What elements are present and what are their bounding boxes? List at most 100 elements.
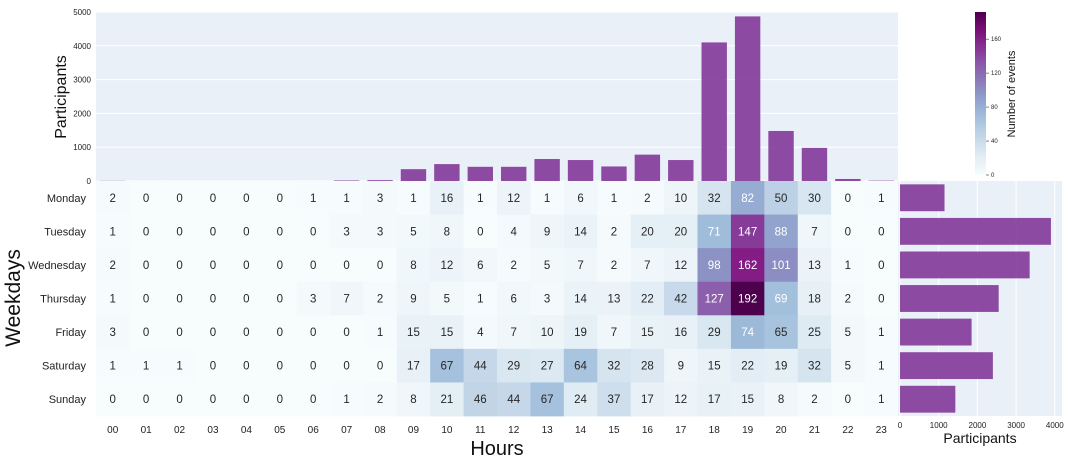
heatmap-cell-label: 64 — [574, 361, 587, 373]
heatmap-cell — [329, 281, 364, 316]
hour-tick-label: 07 — [341, 425, 353, 436]
heatmap-cell — [730, 214, 765, 249]
heatmap-cell-label: 29 — [507, 361, 520, 373]
heatmap-cell — [229, 181, 264, 215]
heatmap-cell-label: 74 — [741, 327, 754, 339]
heatmap-cell-label: 12 — [440, 260, 453, 272]
hour-tick-label: 11 — [475, 425, 486, 436]
colorbar-tick-label: 160 — [991, 37, 1002, 43]
heatmap-cell-label: 9 — [410, 294, 416, 306]
heatmap-cell-label: 0 — [210, 327, 216, 339]
hour-bar — [801, 147, 828, 181]
heatmap-cell-label: 1 — [878, 193, 884, 205]
heatmap-cell — [597, 248, 632, 283]
heatmap-cell — [630, 181, 665, 215]
heatmap-cell-label: 0 — [210, 361, 216, 373]
colorbar-tick-label: 80 — [991, 105, 998, 111]
heatmap-cell — [296, 281, 331, 316]
heatmap-cell — [430, 214, 464, 249]
heatmap-cell-label: 0 — [143, 260, 149, 272]
hour-tick-label: 16 — [642, 425, 654, 436]
heatmap-cell — [463, 181, 498, 215]
heatmap-cell-label: 14 — [574, 226, 587, 238]
weekday-bar — [900, 251, 1030, 279]
heatmap-cell — [296, 348, 331, 383]
heatmap-cell — [196, 281, 231, 316]
heatmap-cell — [764, 248, 799, 283]
hour-tick-label: 03 — [207, 425, 219, 436]
heatmap-cell — [463, 315, 498, 350]
heatmap-cell-label: 1 — [110, 361, 116, 373]
hour-bar — [567, 160, 594, 181]
heatmap-cell — [396, 348, 431, 383]
hour-tick-label: 06 — [308, 425, 320, 436]
hour-tick-label: 15 — [608, 425, 620, 436]
heatmap-cell — [296, 181, 331, 215]
heatmap-cell-label: 0 — [210, 394, 216, 406]
heatmap-cell — [630, 348, 665, 383]
heatmap-cell — [329, 214, 364, 249]
heatmap-cell — [730, 348, 765, 383]
side-x-tick-label: 3000 — [1007, 421, 1025, 430]
heatmap-cell — [664, 181, 698, 215]
heatmap-cell — [864, 382, 899, 417]
heatmap-cell — [396, 382, 431, 417]
heatmap-cell — [864, 281, 899, 316]
weekday-bar — [900, 318, 972, 346]
heatmap-cell-label: 7 — [343, 294, 349, 306]
hour-bar — [634, 154, 661, 181]
heatmap-cell-label: 5 — [444, 294, 450, 306]
heatmap-cell — [497, 315, 531, 350]
hour-tick-label: 18 — [709, 425, 721, 436]
heatmap-cell — [497, 181, 531, 215]
heatmap-cell — [463, 248, 498, 283]
heatmap-cell — [530, 348, 565, 383]
heatmap-cell-label: 5 — [845, 327, 851, 339]
heatmap-cell — [831, 214, 865, 249]
heatmap-cell-label: 2 — [377, 294, 383, 306]
heatmap-cell-label: 0 — [310, 226, 316, 238]
heatmap-cell-label: 0 — [143, 193, 149, 205]
heatmap-cell — [229, 315, 264, 350]
heatmap-cell-label: 0 — [243, 294, 249, 306]
heatmap-cell-label: 19 — [775, 361, 788, 373]
heatmap-cell — [630, 281, 665, 316]
heatmap-cell-label: 16 — [674, 327, 687, 339]
heatmap-cell-label: 0 — [210, 294, 216, 306]
heatmap-cell — [196, 382, 231, 417]
weekday-bar — [900, 184, 945, 212]
heatmap-cell — [329, 348, 364, 383]
heatmap-cell — [664, 248, 698, 283]
heatmap-cell-label: 0 — [377, 260, 383, 272]
heatmap-cell — [129, 315, 164, 350]
heatmap-cell-label: 12 — [674, 260, 687, 272]
hour-bar — [501, 166, 527, 181]
heatmap-cell — [463, 382, 498, 417]
heatmap-cell-label: 0 — [277, 226, 283, 238]
heatmap-cell-label: 0 — [845, 394, 851, 406]
heatmap-cell — [263, 214, 297, 249]
heatmap-cell — [530, 181, 565, 215]
heatmap-cell — [263, 315, 297, 350]
heatmap-cell-label: 42 — [674, 294, 687, 306]
heatmap-cell — [96, 382, 130, 417]
heatmap-cell-label: 18 — [808, 294, 821, 306]
top-y-tick-label: 1000 — [73, 143, 91, 152]
weekday-tick-label: Saturday — [42, 361, 87, 373]
hour-bar — [734, 16, 761, 182]
heatmap-cell-label: 0 — [143, 327, 149, 339]
top-y-axis-title: Participants — [53, 55, 70, 139]
heatmap-cell-label: 0 — [310, 361, 316, 373]
heatmap-cell-label: 17 — [407, 361, 420, 373]
weekday-bar — [900, 385, 956, 413]
heatmap-cell-label: 1 — [878, 327, 884, 339]
heatmap-cell — [229, 281, 264, 316]
heatmap-cell — [597, 315, 632, 350]
heatmap-cell-label: 15 — [741, 394, 754, 406]
heatmap-cell — [229, 382, 264, 417]
heatmap-cell — [162, 181, 197, 215]
hour-bar — [467, 166, 493, 181]
heatmap-cell-label: 0 — [210, 226, 216, 238]
heatmap-cell-label: 0 — [310, 327, 316, 339]
heatmap-cell — [329, 315, 364, 350]
